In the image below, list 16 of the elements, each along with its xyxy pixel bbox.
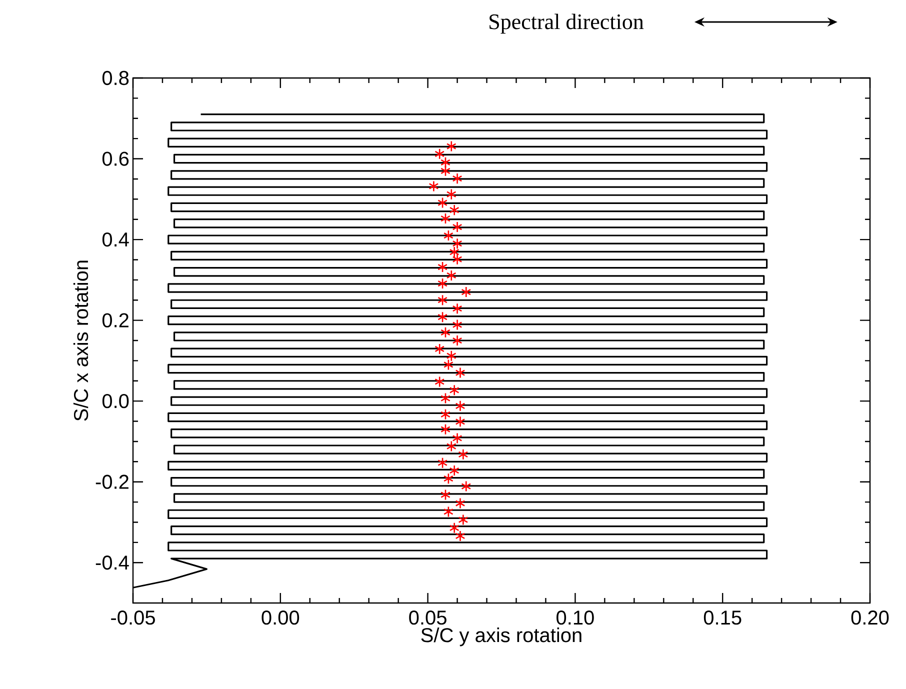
x-tick-label: 0.00 (262, 610, 300, 625)
x-tick-label: -0.05 (111, 610, 155, 625)
x-tick-label: 0.15 (704, 610, 742, 625)
y-tick-label: 0.8 (102, 70, 129, 86)
text: Spectral direction (490, 14, 644, 34)
y-tick-label: 0.4 (102, 232, 129, 247)
y-tick-label: 0.2 (102, 313, 128, 328)
x-tick-label: 0.20 (851, 610, 889, 625)
y-axis-title: S/C x axis rotation (73, 260, 88, 421)
y-tick-label: 0.0 (102, 394, 129, 408)
x-axis-title: S/C y axis rotation (421, 628, 582, 646)
x-tick-label: 0.05 (409, 610, 446, 625)
y-tick-label: 0.6 (102, 152, 129, 166)
y-tick-label: -0.2 (96, 474, 128, 489)
y-tick-label: -0.4 (96, 556, 129, 570)
x-tick-label: 0.10 (556, 610, 594, 625)
